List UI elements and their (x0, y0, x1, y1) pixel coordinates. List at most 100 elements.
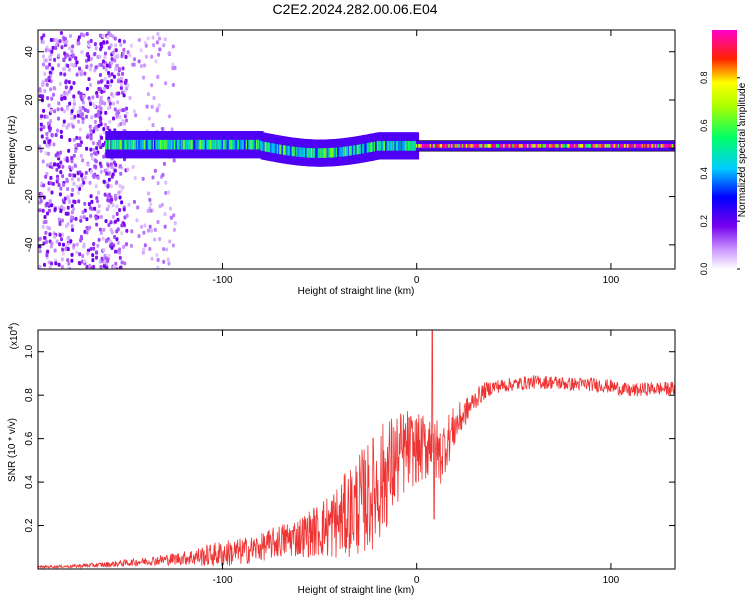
heat-cell (64, 91, 68, 96)
heat-cell (173, 221, 177, 226)
heat-cell (164, 190, 168, 195)
heat-cell (49, 161, 53, 166)
colorbar-tick-label: 0.0 (699, 263, 709, 276)
heat-cell (38, 208, 42, 213)
heat-cell (78, 127, 82, 132)
heat-cell (66, 106, 70, 111)
heat-cell (83, 201, 87, 206)
heat-cell (147, 116, 151, 121)
heat-cell (110, 245, 114, 250)
snr-axes: -100 0 100 0.2 0.4 0.6 0.8 1.0 (24, 330, 675, 586)
heat-cell (147, 228, 151, 233)
heat-cell (156, 74, 160, 79)
heat-cell (47, 208, 51, 213)
heat-cell (45, 131, 49, 136)
heat-cell (69, 218, 73, 223)
heat-cell (300, 147, 305, 158)
heat-cell (144, 54, 148, 59)
heat-cell (93, 206, 97, 211)
heat-cell (60, 232, 64, 237)
heat-cell (119, 42, 123, 47)
heat-cell (54, 261, 58, 266)
heat-cell (167, 51, 171, 56)
heat-cell (48, 62, 52, 67)
heat-cell (95, 222, 99, 227)
heat-cell (51, 181, 55, 186)
heat-cell (60, 218, 64, 223)
heat-cell (109, 83, 113, 88)
heat-cell (84, 170, 88, 175)
heat-cell (50, 241, 54, 246)
heat-cell (96, 113, 100, 118)
heat-cell (107, 223, 111, 228)
y-tick-label: 0 (24, 145, 35, 151)
heat-cell (45, 253, 49, 258)
heat-cell (68, 46, 72, 51)
heat-cell (99, 122, 103, 127)
heat-cell (129, 43, 133, 48)
heat-cell (40, 114, 44, 119)
heat-cell (62, 242, 66, 247)
heat-cell (108, 64, 112, 69)
heat-cell (44, 151, 48, 156)
heat-cell (97, 123, 101, 128)
heat-cell (106, 258, 110, 263)
heat-cell (126, 50, 130, 55)
heat-cell (158, 36, 162, 41)
heat-cell (102, 86, 106, 91)
heat-cell (111, 93, 115, 98)
heat-cell (79, 215, 83, 220)
heat-cell (38, 94, 42, 99)
heat-cell (113, 168, 117, 173)
heat-cell (117, 190, 121, 195)
heat-cell (115, 211, 119, 216)
heat-cell (56, 151, 60, 156)
heat-cell (162, 161, 166, 166)
heat-cell (121, 108, 125, 113)
heat-cell (171, 66, 175, 71)
x-tick-label: 0 (414, 575, 420, 586)
heat-cell (111, 34, 115, 39)
heat-cell (43, 114, 47, 119)
heat-cell (93, 42, 97, 47)
heat-cell (106, 106, 110, 111)
heat-cell (70, 204, 74, 209)
heat-cell (87, 57, 91, 62)
y-tick-label: 0.4 (24, 475, 35, 489)
heat-cell (156, 32, 160, 37)
heat-cell (61, 251, 65, 256)
heat-cell (79, 109, 83, 114)
heat-cell (99, 135, 103, 140)
heat-cell (132, 199, 136, 204)
heat-cell (118, 183, 122, 188)
heat-cell (98, 259, 102, 264)
heat-cell (128, 95, 132, 100)
heat-cell (72, 207, 76, 212)
heat-cell (76, 113, 80, 118)
heat-cell (89, 56, 93, 61)
heat-cell (54, 46, 58, 51)
heat-cell (56, 116, 60, 121)
heat-cell (143, 40, 147, 45)
heat-cell (116, 100, 120, 105)
heat-cell (121, 66, 125, 71)
heat-cell (81, 100, 85, 105)
heat-cell (171, 82, 175, 87)
heat-cell (122, 207, 126, 212)
heat-cell (44, 48, 48, 53)
heat-cell (42, 54, 46, 59)
heat-cell (137, 234, 141, 239)
heat-cell (163, 212, 167, 217)
heat-cell (115, 114, 119, 119)
heat-cell (89, 82, 93, 87)
heat-cell (108, 119, 112, 124)
heat-cell (70, 252, 74, 257)
heat-cell (70, 109, 74, 114)
heat-cell (68, 57, 72, 62)
heat-cell (144, 43, 148, 48)
heat-cell (88, 225, 92, 230)
heat-cell (162, 259, 166, 264)
heat-cell (80, 173, 84, 178)
heat-cell (59, 150, 63, 155)
heat-cell (57, 183, 61, 188)
